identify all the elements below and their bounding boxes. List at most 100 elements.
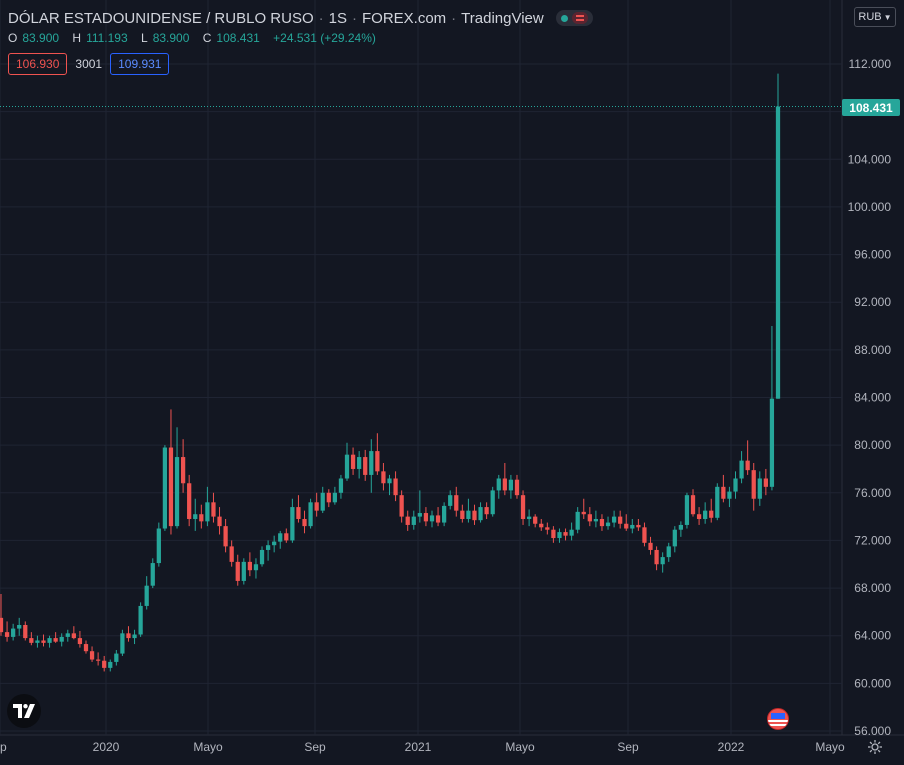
candle[interactable] <box>539 518 544 531</box>
candle[interactable] <box>630 518 635 534</box>
candle[interactable] <box>350 447 356 475</box>
candle[interactable] <box>727 486 732 508</box>
candle[interactable] <box>563 528 568 541</box>
candle[interactable] <box>11 623 16 641</box>
candle[interactable] <box>265 540 271 561</box>
candle[interactable] <box>96 652 101 666</box>
candle[interactable] <box>496 474 501 499</box>
candle[interactable] <box>709 498 714 523</box>
candle[interactable] <box>654 546 659 571</box>
candle[interactable] <box>193 498 198 531</box>
candle[interactable] <box>642 522 647 547</box>
candle[interactable] <box>593 510 599 528</box>
candle[interactable] <box>769 326 775 491</box>
market-status[interactable] <box>555 10 593 26</box>
candle[interactable] <box>357 451 362 479</box>
candle[interactable] <box>624 514 629 531</box>
candle[interactable] <box>4 621 10 642</box>
candle[interactable] <box>466 498 471 523</box>
candle[interactable] <box>314 492 319 517</box>
candle[interactable] <box>721 474 726 503</box>
candle[interactable] <box>490 486 495 517</box>
candle[interactable] <box>156 522 161 567</box>
candle[interactable] <box>120 629 125 656</box>
candle[interactable] <box>411 510 416 530</box>
candle[interactable] <box>423 507 429 527</box>
candle[interactable] <box>180 439 186 493</box>
candle[interactable] <box>89 646 95 662</box>
candle[interactable] <box>71 626 76 640</box>
candle[interactable] <box>745 440 750 475</box>
candle[interactable] <box>59 633 64 647</box>
candle[interactable] <box>435 507 441 527</box>
candle[interactable] <box>114 650 119 666</box>
candle[interactable] <box>0 594 4 636</box>
candle[interactable] <box>223 518 228 553</box>
us-flag-icon[interactable] <box>767 708 789 730</box>
candle[interactable] <box>205 486 210 527</box>
candle[interactable] <box>442 502 447 527</box>
candle[interactable] <box>35 635 40 648</box>
candle[interactable] <box>108 659 113 672</box>
candle[interactable] <box>739 451 744 484</box>
candle[interactable] <box>302 510 307 534</box>
candle[interactable] <box>484 502 489 519</box>
candle[interactable] <box>696 507 702 525</box>
tradingview-logo-icon[interactable] <box>7 694 41 728</box>
candle[interactable] <box>611 510 617 528</box>
sell-button[interactable]: 106.930 <box>8 53 68 75</box>
candle[interactable] <box>41 634 46 647</box>
candle[interactable] <box>102 655 107 672</box>
candle[interactable] <box>387 474 392 496</box>
candle[interactable] <box>29 632 34 646</box>
candle[interactable] <box>684 492 690 529</box>
candle[interactable] <box>715 483 720 521</box>
candle[interactable] <box>296 495 301 523</box>
candle[interactable] <box>132 629 137 645</box>
candle[interactable] <box>326 489 331 508</box>
candle[interactable] <box>126 626 131 642</box>
candle[interactable] <box>17 617 22 636</box>
candle[interactable] <box>168 409 174 535</box>
candle[interactable] <box>526 509 532 527</box>
buy-button[interactable]: 109.931 <box>110 53 170 75</box>
candle[interactable] <box>478 502 483 523</box>
candle[interactable] <box>569 522 574 541</box>
candle[interactable] <box>253 558 259 579</box>
candle[interactable] <box>308 498 313 529</box>
candle[interactable] <box>150 558 155 589</box>
candle[interactable] <box>259 546 265 567</box>
candle[interactable] <box>369 439 374 493</box>
candle[interactable] <box>551 526 556 543</box>
candle[interactable] <box>53 632 58 643</box>
candle[interactable] <box>763 468 768 496</box>
candle[interactable] <box>235 554 240 586</box>
candle[interactable] <box>344 442 350 481</box>
candle[interactable] <box>217 507 222 535</box>
candle[interactable] <box>733 471 738 499</box>
candle[interactable] <box>375 433 380 475</box>
candle[interactable] <box>508 474 514 499</box>
candle[interactable] <box>448 490 453 510</box>
candle[interactable] <box>460 504 465 523</box>
candle[interactable] <box>660 552 665 573</box>
candle[interactable] <box>199 504 204 529</box>
candle[interactable] <box>666 542 671 562</box>
candle[interactable] <box>520 490 526 525</box>
candle[interactable] <box>65 629 70 642</box>
candle[interactable] <box>187 474 192 527</box>
candle[interactable] <box>703 502 708 524</box>
candle[interactable] <box>284 528 289 543</box>
candle[interactable] <box>454 486 459 517</box>
candle[interactable] <box>23 621 28 641</box>
candle[interactable] <box>144 576 149 610</box>
candle[interactable] <box>393 471 398 502</box>
candle[interactable] <box>605 516 611 530</box>
candle[interactable] <box>405 510 410 531</box>
candle[interactable] <box>533 514 538 528</box>
candle[interactable] <box>290 498 295 543</box>
candle[interactable] <box>338 474 344 499</box>
candle[interactable] <box>429 510 435 528</box>
candle[interactable] <box>751 463 756 511</box>
